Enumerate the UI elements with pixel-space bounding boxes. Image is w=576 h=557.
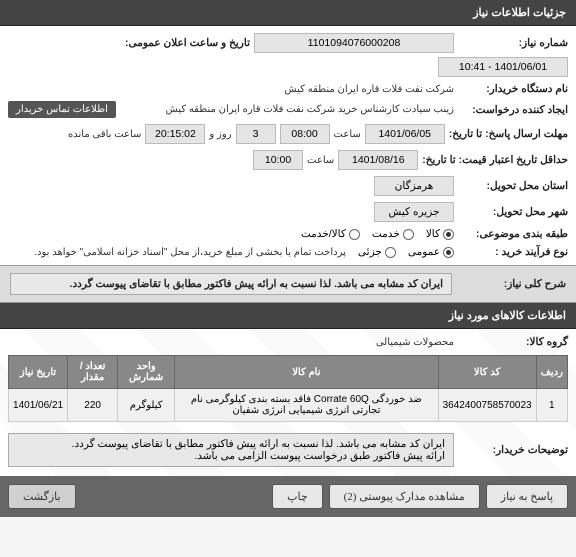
deadline-label: مهلت ارسال پاسخ: تا تاریخ:: [449, 128, 568, 140]
overall-value: ایران کد مشابه می باشد. لذا نسبت به ارائ…: [10, 273, 452, 295]
group-label: گروه کالا:: [458, 336, 568, 348]
th-name: نام کالا: [175, 356, 438, 389]
radio-icon: [349, 229, 360, 240]
radio-icon: [403, 229, 414, 240]
overall-label: شرح کلی نیاز:: [456, 278, 566, 290]
cell-name: ضد خوردگی Corrate 60Q فاقد بسته بندی کیل…: [175, 389, 438, 422]
buyer-note-label: توضیحات خریدار:: [458, 444, 568, 456]
cell-code: 3642400758570023: [438, 389, 536, 422]
hour-label-1: ساعت: [334, 129, 361, 140]
items-area: گروه کالا: محصولات شیمیالی ردیف کد کالا …: [0, 329, 576, 476]
deadline-hour: 08:00: [280, 124, 330, 144]
need-no-value: 1101094076000208: [254, 33, 454, 53]
items-table: ردیف کد کالا نام کالا واحد شمارش تعداد /…: [8, 355, 568, 422]
announce-value: 1401/06/01 - 10:41: [438, 57, 568, 77]
radio-icon: [385, 247, 396, 258]
validity-label: حداقل تاریخ اعتبار قیمت: تا تاریخ:: [422, 154, 568, 166]
overall-section: شرح کلی نیاز: ایران کد مشابه می باشد. لذ…: [0, 265, 576, 303]
group-value: محصولات شیمیالی: [376, 337, 454, 348]
radio-label: جزئی: [358, 246, 382, 258]
buyer-note-value: ایران کد مشابه می باشد. لذا نسبت به ارائ…: [8, 433, 454, 467]
view-docs-button[interactable]: مشاهده مدارک پیوستی (2): [329, 484, 480, 509]
deadline-date: 1401/06/05: [365, 124, 445, 144]
time-left-label: ساعت باقی مانده: [68, 129, 141, 140]
th-row: ردیف: [536, 356, 567, 389]
page-title: جزئیات اطلاعات نیاز: [473, 7, 566, 19]
radio-label: خدمت: [372, 228, 400, 240]
buyer-value: شرکت نفت فلات قاره ایران منطقه کیش: [284, 84, 454, 95]
city-label: شهر محل تحویل:: [458, 206, 568, 218]
cell-date: 1401/06/21: [9, 389, 68, 422]
validity-date: 1401/08/16: [338, 150, 418, 170]
province-label: استان محل تحویل:: [458, 180, 568, 192]
radio-opt-service[interactable]: خدمت: [372, 228, 414, 240]
hour-label-2: ساعت: [307, 155, 334, 166]
footer-buttons: پاسخ به نیاز مشاهده مدارک پیوستی (2) چاپ…: [0, 476, 576, 517]
contact-buyer-button[interactable]: اطلاعات تماس خریدار: [8, 101, 116, 118]
radio-label: عمومی: [408, 246, 440, 258]
need-no-label: شماره نیاز:: [458, 37, 568, 49]
th-unit: واحد شمارش: [118, 356, 175, 389]
radio-opt-goods[interactable]: کالا: [426, 228, 454, 240]
cell-row: 1: [536, 389, 567, 422]
radio-label: کالا/خدمت: [301, 228, 346, 240]
table-row: 1 3642400758570023 ضد خوردگی Corrate 60Q…: [9, 389, 568, 422]
page-header: جزئیات اطلاعات نیاز: [0, 0, 576, 26]
process-radio-group: عمومی جزئی: [358, 246, 454, 258]
radio-opt-partial[interactable]: جزئی: [358, 246, 396, 258]
radio-opt-public[interactable]: عمومی: [408, 246, 454, 258]
cell-qty: 220: [68, 389, 118, 422]
th-qty: تعداد / مقدار: [68, 356, 118, 389]
radio-label: کالا: [426, 228, 440, 240]
items-header: اطلاعات کالاهای مورد نیاز: [0, 303, 576, 329]
th-date: تاریخ نیاز: [9, 356, 68, 389]
form-area: شماره نیاز: 1101094076000208 تاریخ و ساع…: [0, 26, 576, 265]
radio-opt-both[interactable]: کالا/خدمت: [301, 228, 360, 240]
creator-label: ایجاد کننده درخواست:: [458, 104, 568, 116]
category-label: طبقه بندی موضوعی:: [458, 228, 568, 240]
print-button[interactable]: چاپ: [272, 484, 323, 509]
reply-button[interactable]: پاسخ به نیاز: [486, 484, 568, 509]
cell-unit: کیلوگرم: [118, 389, 175, 422]
validity-hour: 10:00: [253, 150, 303, 170]
category-radio-group: کالا خدمت کالا/خدمت: [301, 228, 454, 240]
time-left: 20:15:02: [145, 124, 205, 144]
days-left: 3: [236, 124, 276, 144]
province-value: هرمزگان: [374, 176, 454, 196]
radio-icon: [443, 229, 454, 240]
process-note: پرداخت تمام یا بخشی از مبلغ خرید،از محل …: [34, 247, 346, 258]
th-code: کد کالا: [438, 356, 536, 389]
back-button[interactable]: بازگشت: [8, 484, 76, 509]
announce-label: تاریخ و ساعت اعلان عمومی:: [125, 37, 250, 49]
days-left-label: روز و: [209, 129, 231, 140]
city-value: جزیره کیش: [374, 202, 454, 222]
process-label: نوع فرآیند خرید :: [458, 246, 568, 258]
buyer-label: نام دستگاه خریدار:: [458, 83, 568, 95]
radio-icon: [443, 247, 454, 258]
creator-value: زینب سیادت کارشناس خرید شرکت نفت فلات قا…: [120, 104, 454, 115]
items-title: اطلاعات کالاهای مورد نیاز: [449, 310, 566, 322]
